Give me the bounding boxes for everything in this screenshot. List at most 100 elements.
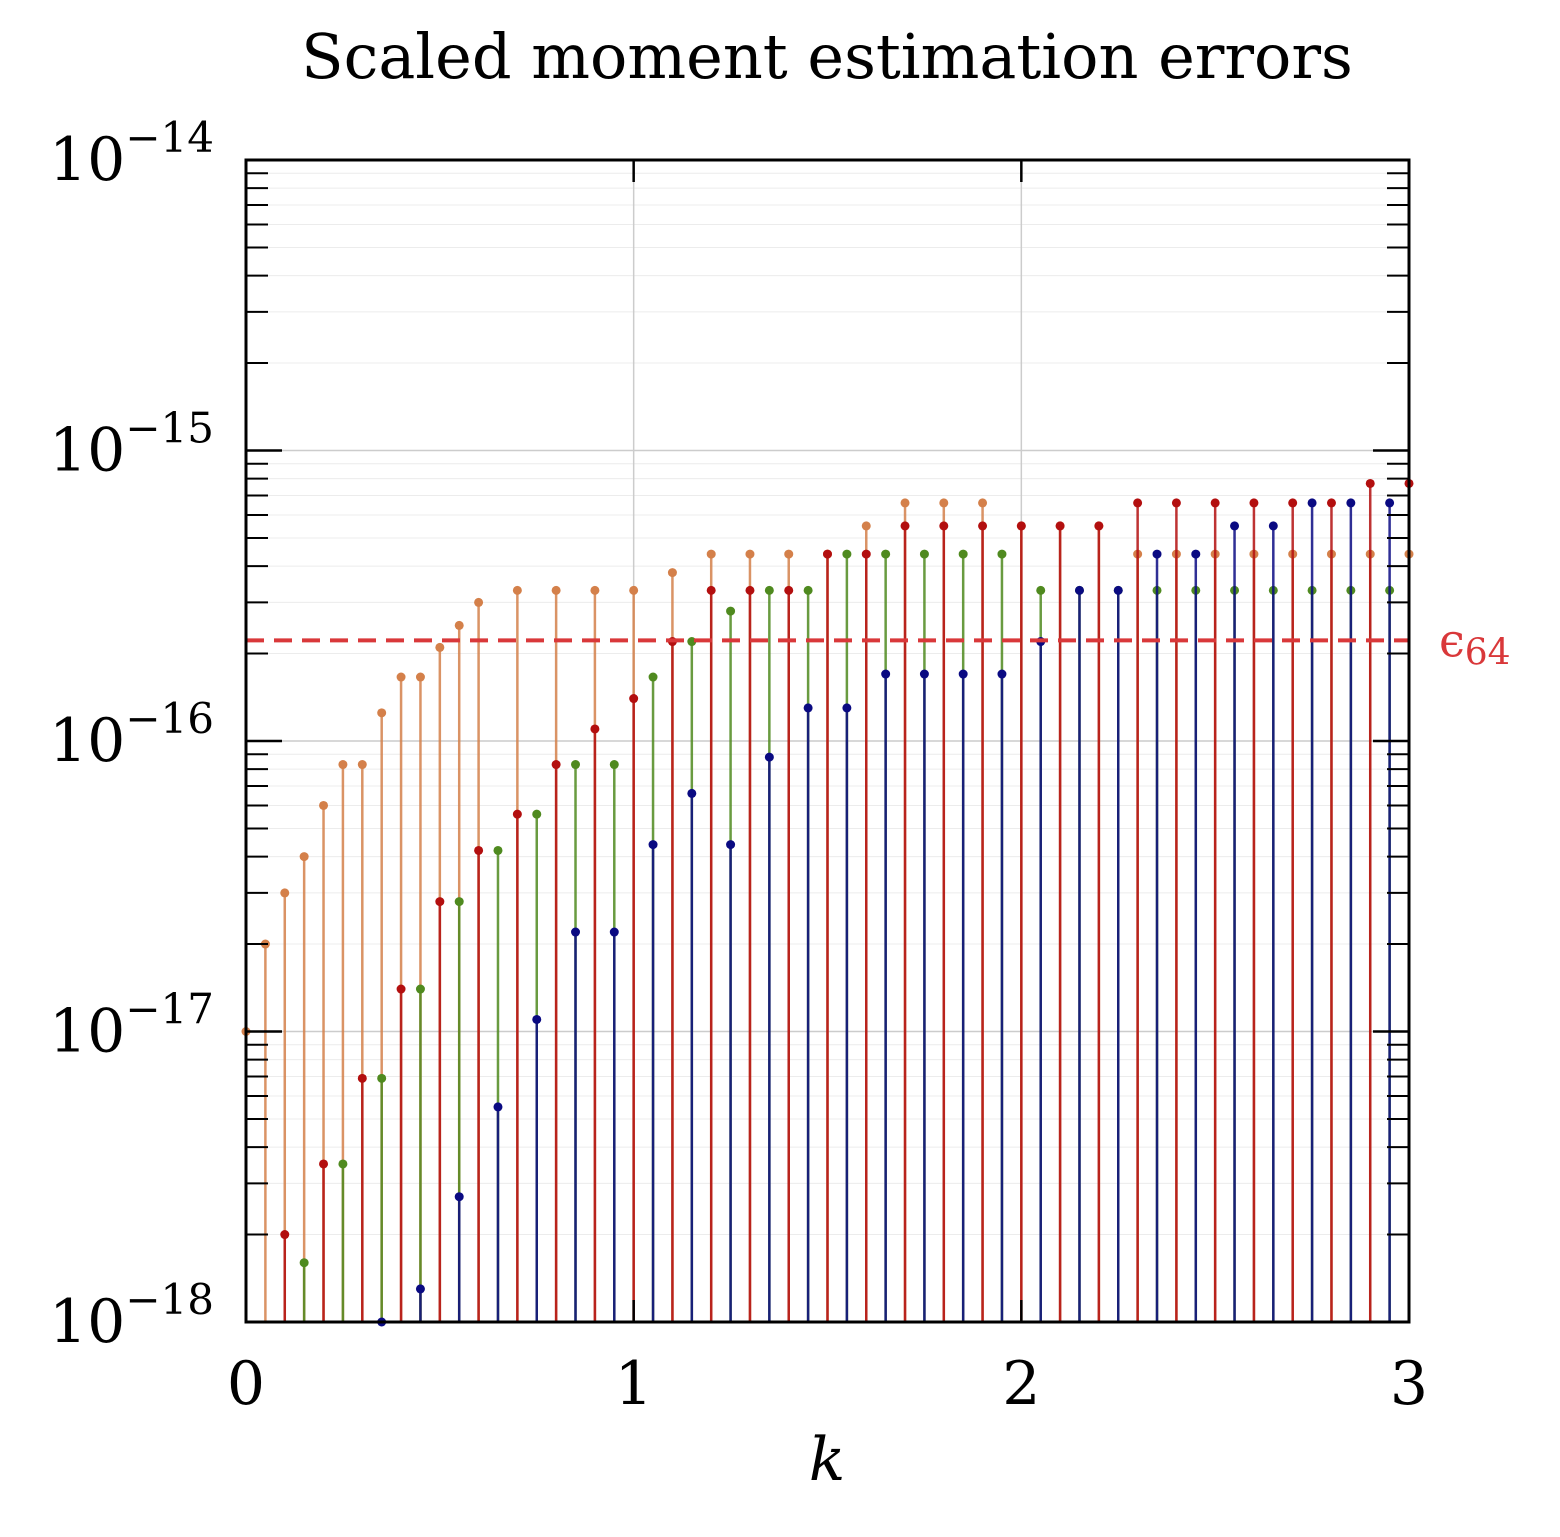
data-point (706, 585, 716, 595)
data-point (1055, 521, 1065, 531)
data-point (784, 549, 794, 559)
data-point (299, 1258, 309, 1268)
data-point (939, 498, 949, 508)
data-point (726, 840, 736, 850)
data-point (435, 642, 445, 652)
data-point (435, 897, 445, 907)
y-tick-label-base: 10 (49, 1287, 125, 1357)
data-point (415, 672, 425, 682)
data-point (454, 897, 464, 907)
data-point (493, 1102, 503, 1112)
data-point (1094, 521, 1104, 531)
data-point (396, 984, 406, 994)
data-point (803, 585, 813, 595)
data-point (823, 549, 832, 559)
series-1 (280, 478, 1414, 1322)
x-tick-label: 2 (1002, 1349, 1040, 1419)
data-point (1365, 478, 1375, 488)
data-point (590, 585, 600, 595)
data-point (629, 585, 639, 595)
data-point (280, 1230, 290, 1240)
data-point (745, 585, 755, 595)
series-3 (377, 498, 1395, 1327)
data-point (1307, 498, 1317, 508)
reference-line-layer: ϵ64 (246, 613, 1511, 673)
data-point (571, 760, 581, 770)
data-point (881, 669, 891, 679)
y-tick-label-exponent: −15 (125, 404, 214, 453)
y-tick-label-base: 10 (49, 125, 125, 195)
data-point (1171, 498, 1181, 508)
data-point (512, 585, 522, 595)
data-point (1268, 521, 1278, 531)
y-tick-label-exponent: −18 (125, 1275, 214, 1324)
data-point (706, 549, 716, 559)
data-point (454, 1192, 464, 1202)
y-tick-label: 10−17 (49, 985, 214, 1067)
data-point (958, 549, 968, 559)
y-tick-label: 10−14 (49, 113, 214, 195)
data-point (919, 549, 929, 559)
data-point (648, 672, 658, 682)
data-point (861, 521, 871, 531)
data-point (667, 568, 677, 578)
data-point (1385, 498, 1395, 508)
data-point (745, 549, 755, 559)
data-point (1210, 498, 1220, 508)
data-point (415, 984, 425, 994)
data-point (939, 521, 949, 531)
y-tick-label-base: 10 (49, 706, 125, 776)
data-point (474, 597, 484, 607)
data-point (338, 1159, 348, 1169)
data-point (1249, 498, 1259, 508)
data-point (803, 703, 813, 713)
data-point (1288, 498, 1298, 508)
data-point (609, 760, 619, 770)
x-axis-label: k (809, 1425, 845, 1495)
data-point (1074, 585, 1084, 595)
data-point (338, 760, 348, 770)
data-point (900, 521, 910, 531)
y-tick-label-base: 10 (49, 997, 125, 1067)
data-point (1152, 549, 1162, 559)
data-point (357, 1073, 367, 1083)
data-point (357, 760, 367, 770)
data-point (629, 694, 639, 704)
data-point (842, 703, 852, 713)
data-point (571, 927, 581, 937)
data-point (1133, 498, 1143, 508)
data-point (532, 1014, 542, 1024)
data-point (764, 752, 774, 762)
axis-ticks (244, 158, 1411, 1324)
data-point (299, 852, 309, 862)
data-point (377, 1073, 387, 1083)
data-point (919, 669, 929, 679)
data-point (1346, 498, 1356, 508)
data-point (726, 606, 736, 616)
data-point (842, 549, 852, 559)
data-point (997, 549, 1007, 559)
x-tick-label: 3 (1390, 1349, 1428, 1419)
x-tick-label: 0 (227, 1349, 265, 1419)
data-point (551, 760, 561, 770)
data-point (1016, 521, 1026, 531)
data-point (997, 669, 1007, 679)
y-tick-label: 10−15 (49, 404, 214, 486)
data-point (590, 724, 600, 734)
data-point (532, 809, 542, 819)
data-point (454, 620, 464, 630)
data-point (1113, 585, 1123, 595)
data-point (319, 800, 329, 810)
data-point (493, 845, 503, 855)
y-tick-label: 10−16 (49, 694, 214, 776)
data-point (687, 788, 697, 798)
data-point (319, 1159, 329, 1169)
chart-title: Scaled moment estimation errors (301, 20, 1353, 93)
y-tick-label-exponent: −14 (125, 113, 214, 162)
data-point (861, 549, 871, 559)
data-point (1191, 549, 1201, 559)
data-point (512, 809, 522, 819)
